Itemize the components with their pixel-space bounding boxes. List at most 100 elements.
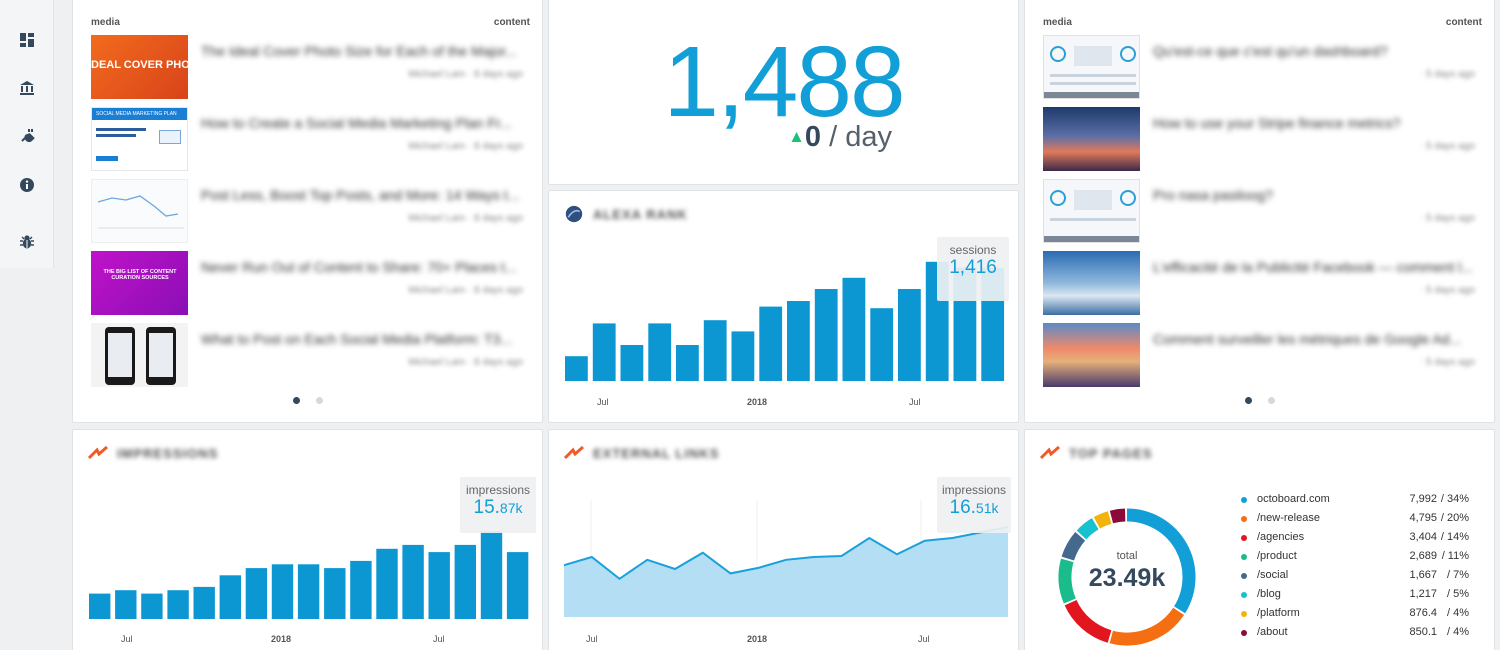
donut-slice[interactable] xyxy=(1109,607,1185,646)
plug-icon[interactable] xyxy=(17,126,37,146)
media-item[interactable]: Qu'est-ce que c'est qu'un dashboard? · 5… xyxy=(1043,35,1483,99)
change-value: 0 xyxy=(804,121,822,153)
bar[interactable] xyxy=(89,593,111,619)
page-dot-2[interactable] xyxy=(1267,397,1275,404)
media-item[interactable]: L'efficacité de la Publicité Facebook — … xyxy=(1043,251,1483,315)
page-dot-2[interactable] xyxy=(315,397,323,404)
bar[interactable] xyxy=(428,552,450,619)
legend-row[interactable]: octoboard.com 7,992/ 34% xyxy=(1239,492,1479,511)
bar[interactable] xyxy=(245,568,268,619)
bar[interactable] xyxy=(193,586,215,619)
bar[interactable] xyxy=(787,301,810,381)
info-icon[interactable] xyxy=(17,175,37,195)
bar[interactable] xyxy=(759,306,783,381)
media-item[interactable]: Comment surveiller les métriques de Goog… xyxy=(1043,323,1483,387)
legend-row[interactable]: /product 2,689/ 11% xyxy=(1239,549,1479,568)
legend-row[interactable]: /social 1,667/ 7% xyxy=(1239,568,1479,587)
donut-slice[interactable] xyxy=(1064,599,1112,643)
media-item[interactable]: How to use your Stripe finance metrics? … xyxy=(1043,107,1483,171)
media-item[interactable]: What to Post on Each Social Media Platfo… xyxy=(91,323,531,387)
donut-slice[interactable] xyxy=(1093,511,1112,529)
bar[interactable] xyxy=(506,552,529,619)
tooltip-value: 15.87k xyxy=(473,497,523,518)
media-panel-left: media content DEAL COVER PHOTO SIZ The I… xyxy=(72,0,543,423)
legend-dot xyxy=(1241,611,1247,617)
bar[interactable] xyxy=(115,590,137,619)
bar[interactable] xyxy=(898,289,921,381)
bar[interactable] xyxy=(480,531,503,619)
legend-dot xyxy=(1241,554,1247,560)
widget-header: ALEXA RANK xyxy=(563,205,688,223)
media-item-title: The Ideal Cover Photo Size for Each of t… xyxy=(201,43,517,59)
x-axis-label: Jul xyxy=(586,634,598,644)
thumbnail-image xyxy=(1043,35,1140,99)
tooltip-value: 16.51k xyxy=(949,497,999,518)
bar[interactable] xyxy=(814,289,838,381)
media-item-title: Qu'est-ce que c'est qu'un dashboard? xyxy=(1153,43,1388,59)
bank-icon[interactable] xyxy=(17,78,37,98)
bar[interactable] xyxy=(731,331,755,381)
x-axis-label: Jul xyxy=(433,634,445,644)
bar[interactable] xyxy=(219,575,241,619)
thumbnail-image: DEAL COVER PHOTO SIZ xyxy=(91,35,188,99)
sessions-panel: ALEXA RANK sessions 1,416 Jul 2018 Jul xyxy=(548,190,1019,423)
media-item[interactable]: Post Less, Boost Top Posts, and More: 14… xyxy=(91,179,531,243)
bar[interactable] xyxy=(167,590,189,619)
media-item[interactable]: THE BIG LIST OF CONTENT CURATION SOURCES… xyxy=(91,251,531,315)
media-item[interactable]: DEAL COVER PHOTO SIZ The Ideal Cover Pho… xyxy=(91,35,531,99)
bar[interactable] xyxy=(324,568,346,619)
thumbnail-image xyxy=(1043,251,1140,315)
donut-slice[interactable] xyxy=(1076,518,1099,540)
legend-row[interactable]: /agencies 3,404/ 14% xyxy=(1239,530,1479,549)
thumbnail-image xyxy=(91,179,188,243)
alexa-logo-icon xyxy=(565,205,583,223)
widget-header: TOP PAGES xyxy=(1039,444,1152,462)
tooltip-label: impressions xyxy=(941,483,1007,497)
bar[interactable] xyxy=(141,593,163,619)
bar[interactable] xyxy=(271,564,294,619)
media-item-meta: · 5 days ago xyxy=(1419,141,1475,152)
bar[interactable] xyxy=(565,356,588,381)
donut-slice[interactable] xyxy=(1058,558,1076,604)
x-axis-label: 2018 xyxy=(747,634,768,644)
dashboard-icon[interactable] xyxy=(17,30,37,50)
bar[interactable] xyxy=(297,564,320,619)
donut-slice[interactable] xyxy=(1126,508,1196,614)
bar[interactable] xyxy=(454,544,476,619)
bar[interactable] xyxy=(676,345,699,381)
big-number-panel: 1,488 ▲0 / day xyxy=(548,0,1019,185)
donut-slice[interactable] xyxy=(1061,532,1086,561)
media-item-title: L'efficacité de la Publicité Facebook — … xyxy=(1153,259,1473,275)
legend-row[interactable]: /about 850.1/ 4% xyxy=(1239,625,1479,644)
page-dot-1[interactable] xyxy=(292,397,300,404)
media-item[interactable]: Pro nasa pasiloog? · 5 days ago xyxy=(1043,179,1483,243)
bar[interactable] xyxy=(376,548,398,619)
page-dot-1[interactable] xyxy=(1244,397,1252,404)
widget-header: EXTERNAL LINKS xyxy=(563,444,719,462)
bar[interactable] xyxy=(402,544,424,619)
content-column-header: content xyxy=(1445,17,1482,28)
external-links-tooltip: impressions 16.51k xyxy=(937,477,1011,533)
bar[interactable] xyxy=(870,308,894,381)
legend-row[interactable]: /blog 1,217/ 5% xyxy=(1239,587,1479,606)
legend-row[interactable]: /platform 876.4/ 4% xyxy=(1239,606,1479,625)
tooltip-value: 1,416 xyxy=(949,257,997,278)
widget-title: EXTERNAL LINKS xyxy=(593,445,720,461)
bar[interactable] xyxy=(842,277,866,381)
media-item-title: Never Run Out of Content to Share: 70+ P… xyxy=(201,259,517,275)
x-axis-label: 2018 xyxy=(747,397,768,407)
bar[interactable] xyxy=(620,345,644,381)
bar[interactable] xyxy=(592,323,616,381)
bug-icon[interactable] xyxy=(17,232,37,252)
bar[interactable] xyxy=(703,320,727,381)
content-column-header: content xyxy=(493,17,530,28)
bar[interactable] xyxy=(648,323,672,381)
media-item[interactable]: SOCIAL MEDIA MARKETING PLAN How to Creat… xyxy=(91,107,531,171)
top-pages-donut-chart xyxy=(1058,508,1196,646)
bar[interactable] xyxy=(350,560,372,619)
media-item-title: Post Less, Boost Top Posts, and More: 14… xyxy=(201,187,520,203)
sessions-bar-chart xyxy=(565,261,1005,381)
legend-row[interactable]: /new-release 4,795/ 20% xyxy=(1239,511,1479,530)
media-column-header: media xyxy=(1043,17,1072,28)
donut-slice[interactable] xyxy=(1109,508,1126,524)
